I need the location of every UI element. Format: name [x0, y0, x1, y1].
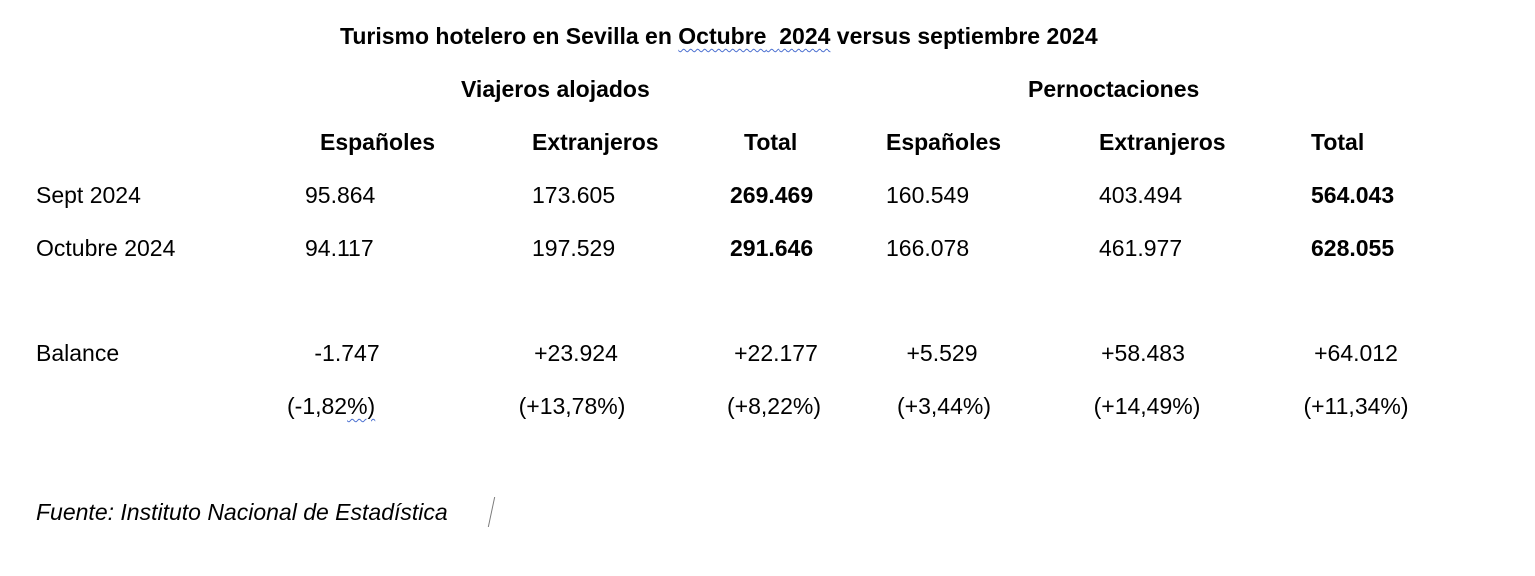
- column-header: Total: [1311, 129, 1365, 155]
- balance-cell: +64.012: [1314, 340, 1398, 366]
- text-cursor: [487, 497, 496, 527]
- balance-percent-cell: (+13,78%): [518, 393, 626, 419]
- title-year: 2024: [779, 23, 831, 49]
- table-cell-total: 269.469: [730, 182, 814, 208]
- balance-percent-cell: (+11,34%): [1303, 393, 1409, 419]
- balance-percent-cell: (+14,49%): [1093, 393, 1201, 419]
- title-post: versus septiembre 2024: [830, 23, 1098, 49]
- column-header: Españoles: [886, 129, 1002, 155]
- page-title: Turismo hotelero en Sevilla en Octubre 2…: [340, 22, 1098, 50]
- group-header-viajeros: Viajeros alojados: [461, 76, 650, 102]
- column-header: Españoles: [320, 129, 436, 155]
- table-cell: 403.494: [1099, 182, 1183, 208]
- column-header: Extranjeros: [1099, 129, 1226, 155]
- title-month: Octubre: [678, 23, 767, 49]
- table-cell: 94.117: [305, 235, 374, 261]
- balance-percent-tail: %): [347, 393, 376, 419]
- title-pre: Turismo hotelero en Sevilla en: [340, 23, 679, 49]
- balance-cell: +5.529: [906, 340, 978, 366]
- table-cell: 197.529: [532, 235, 616, 261]
- table-cell: 166.078: [886, 235, 970, 261]
- table-cell: 95.864: [305, 182, 376, 208]
- column-header: Extranjeros: [532, 129, 659, 155]
- balance-percent-cell: (+8,22%): [727, 393, 821, 419]
- table-cell-total: 628.055: [1311, 235, 1395, 261]
- balance-cell: -1.747: [314, 340, 380, 366]
- group-header-pernoctaciones: Pernoctaciones: [1028, 76, 1200, 102]
- table-cell-total: 564.043: [1311, 182, 1395, 208]
- balance-cell: +22.177: [734, 340, 818, 366]
- balance-cell: +23.924: [534, 340, 618, 366]
- column-header: Total: [744, 129, 798, 155]
- balance-percent-main: (-1,82: [287, 393, 348, 419]
- row-label-sept-2024: Sept 2024: [36, 182, 141, 208]
- table-cell: 160.549: [886, 182, 970, 208]
- table-cell: 461.977: [1099, 235, 1183, 261]
- balance-percent-cell: (+3,44%): [897, 393, 991, 419]
- table-cell: 173.605: [532, 182, 616, 208]
- balance-cell: +58.483: [1101, 340, 1185, 366]
- row-label-octubre-2024: Octubre 2024: [36, 235, 176, 261]
- source-note: Fuente: Instituto Nacional de Estadístic…: [36, 499, 448, 525]
- balance-percent-cell: (-1,82%): [287, 392, 375, 420]
- row-label-balance: Balance: [36, 340, 120, 366]
- table-cell-total: 291.646: [730, 235, 814, 261]
- title-gap: [766, 23, 779, 49]
